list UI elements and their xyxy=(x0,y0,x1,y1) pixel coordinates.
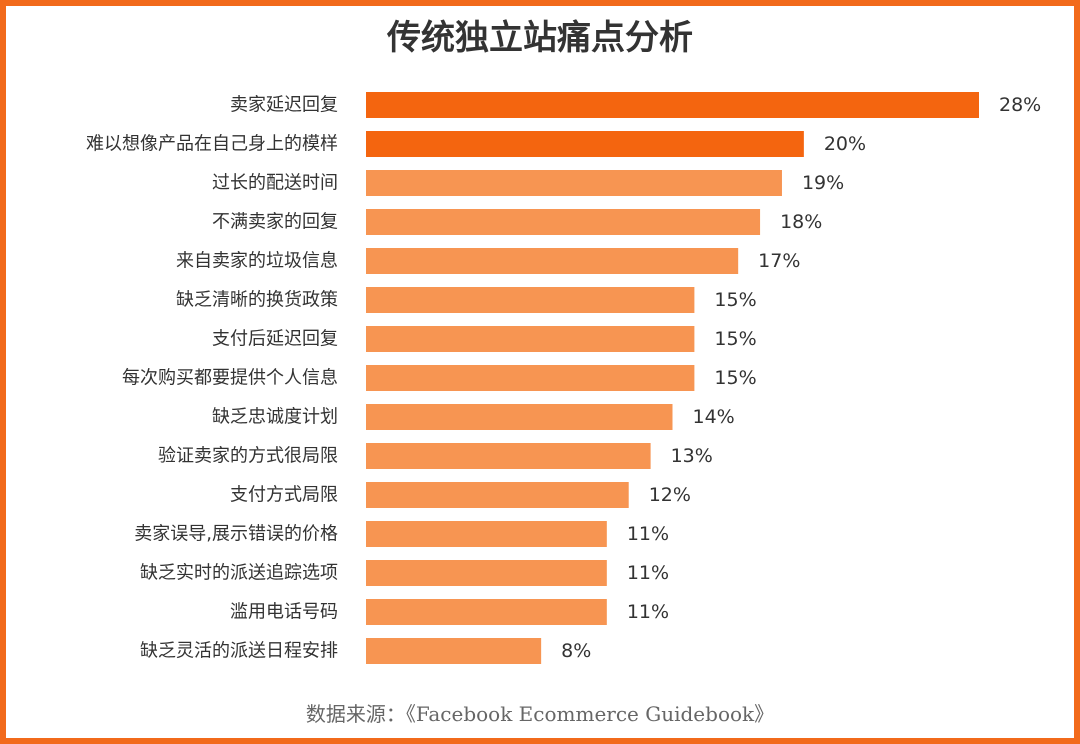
value-label: 20% xyxy=(824,133,866,155)
bar xyxy=(366,404,673,430)
bar xyxy=(366,560,607,586)
bar xyxy=(366,248,739,274)
bar xyxy=(366,482,629,508)
bar xyxy=(366,365,695,391)
value-label: 12% xyxy=(649,484,691,506)
category-label: 不满卖家的回复 xyxy=(212,212,338,233)
value-label: 15% xyxy=(714,367,756,389)
category-label: 过长的配送时间 xyxy=(212,173,338,194)
value-label: 14% xyxy=(693,406,735,428)
bar xyxy=(366,521,607,547)
value-label: 17% xyxy=(758,250,800,272)
value-label: 11% xyxy=(627,601,669,623)
category-label: 缺乏灵活的派送日程安排 xyxy=(140,641,338,662)
bar xyxy=(366,209,761,235)
value-label: 11% xyxy=(627,562,669,584)
category-label: 缺乏实时的派送追踪选项 xyxy=(140,563,338,584)
category-label: 来自卖家的垃圾信息 xyxy=(176,251,338,272)
bar xyxy=(366,287,695,313)
value-label: 8% xyxy=(561,640,591,662)
source-note: 数据来源：《Facebook Ecommerce Guidebook》 xyxy=(305,702,775,726)
category-label: 每次购买都要提供个人信息 xyxy=(122,368,338,389)
value-label: 11% xyxy=(627,523,669,545)
bar xyxy=(366,131,804,157)
category-label: 难以想像产品在自己身上的模样 xyxy=(86,134,338,155)
category-label: 滥用电话号码 xyxy=(230,602,338,623)
category-label: 缺乏清晰的换货政策 xyxy=(176,290,338,311)
category-label: 卖家延迟回复 xyxy=(230,95,338,116)
category-label: 缺乏忠诚度计划 xyxy=(212,407,338,428)
value-label: 15% xyxy=(714,328,756,350)
value-label: 19% xyxy=(802,172,844,194)
category-label: 卖家误导,展示错误的价格 xyxy=(134,524,338,545)
value-label: 15% xyxy=(714,289,756,311)
category-label: 支付方式局限 xyxy=(230,485,338,506)
bar xyxy=(366,326,695,352)
bar xyxy=(366,170,782,196)
category-label: 支付后延迟回复 xyxy=(212,329,338,350)
value-label: 13% xyxy=(671,445,713,467)
category-label: 验证卖家的方式很局限 xyxy=(158,446,338,467)
chart-title: 传统独立站痛点分析 xyxy=(387,18,693,58)
bar xyxy=(366,443,651,469)
value-label: 28% xyxy=(999,94,1041,116)
bar xyxy=(366,599,607,625)
value-label: 18% xyxy=(780,211,822,233)
bar xyxy=(366,638,542,664)
bar xyxy=(366,92,979,118)
